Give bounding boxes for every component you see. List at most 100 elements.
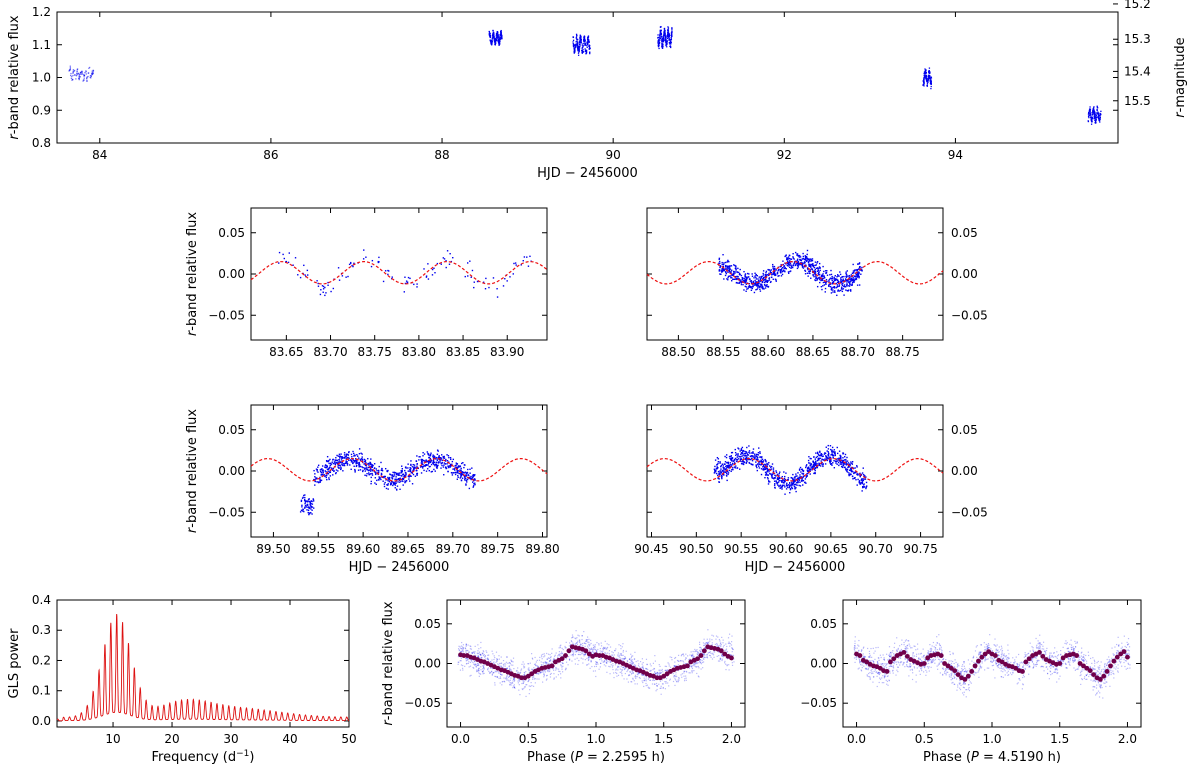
night4-point xyxy=(813,472,815,475)
full-point xyxy=(78,78,80,81)
night3-point xyxy=(424,464,427,466)
night2-point xyxy=(768,269,771,271)
full-point xyxy=(926,81,929,83)
full-point xyxy=(73,70,75,72)
night2-point xyxy=(836,276,838,278)
night2-point xyxy=(768,279,771,281)
phase1-cloud-point xyxy=(460,645,463,647)
night1-point xyxy=(476,280,479,283)
full-point xyxy=(1100,113,1102,115)
full-point xyxy=(81,71,83,73)
night4-point xyxy=(758,465,760,467)
full-point xyxy=(588,48,591,50)
night4-point xyxy=(765,464,767,466)
night3-point xyxy=(329,466,331,468)
phase1-cloud-point xyxy=(537,666,539,668)
night2-point xyxy=(751,273,753,275)
night4-point xyxy=(841,459,843,461)
night2-point xyxy=(764,281,766,284)
night2-point xyxy=(775,269,777,271)
full-point xyxy=(587,38,589,40)
full-point xyxy=(577,47,579,49)
night4-point xyxy=(748,451,750,454)
phase1-cloud-point xyxy=(689,665,691,667)
night2-point xyxy=(769,281,772,284)
night2-point xyxy=(765,272,767,274)
night4-point xyxy=(805,482,807,484)
full-point xyxy=(658,39,660,41)
full-point xyxy=(660,31,662,34)
night4-point xyxy=(845,470,848,472)
phase1-cloud-point xyxy=(567,655,570,658)
phase1-ytick-label: 0.00 xyxy=(414,657,441,671)
full-point xyxy=(660,34,663,36)
night4-point xyxy=(805,476,807,478)
night4-point xyxy=(755,458,758,460)
phase1-cloud-point xyxy=(698,667,700,669)
night3-point xyxy=(388,478,391,481)
night2-point xyxy=(838,290,841,292)
night4-point xyxy=(778,477,781,480)
night2-point xyxy=(774,267,776,270)
phase1-cloud-point xyxy=(543,673,545,675)
phase1-cloud-point xyxy=(618,666,620,668)
night2-points xyxy=(718,249,863,297)
night2-point xyxy=(850,279,853,281)
night2-point xyxy=(851,281,854,284)
phase1-cloud-point xyxy=(731,662,733,664)
night2-point xyxy=(825,278,828,281)
full-point xyxy=(91,70,93,72)
night4-point xyxy=(749,458,752,461)
night3-point xyxy=(365,465,368,467)
phase1-cloud-point xyxy=(604,640,606,642)
phase1-cloud-point xyxy=(600,645,603,647)
night4-point xyxy=(826,459,829,462)
full-point xyxy=(86,78,88,80)
phase1-cloud-point xyxy=(659,672,661,674)
phase1-cloud-point xyxy=(542,681,544,683)
night2-point xyxy=(758,276,760,278)
phase1-cloud-point xyxy=(635,677,637,679)
night2-point xyxy=(803,261,806,264)
night3-point xyxy=(364,459,367,461)
night2-point xyxy=(721,263,723,266)
night2-point xyxy=(841,286,843,288)
full-point xyxy=(1097,111,1099,113)
full-point xyxy=(670,33,673,35)
night3-point xyxy=(368,473,371,476)
night2-point xyxy=(825,272,827,274)
phase1-cloud-point xyxy=(702,657,704,659)
phase1-ylabel: r-band relative flux xyxy=(381,601,396,725)
night3-point xyxy=(427,462,430,464)
night2-point xyxy=(856,269,858,272)
night2-point xyxy=(843,285,845,288)
phase1-cloud-point xyxy=(631,660,633,662)
phase1-cloud-point xyxy=(728,642,731,644)
night4-point xyxy=(831,464,833,466)
night2-point xyxy=(758,280,760,282)
full-point xyxy=(87,72,89,74)
phase1-cloud-point xyxy=(483,672,485,675)
full-point xyxy=(495,37,497,40)
full-point xyxy=(1095,121,1097,123)
night2-point xyxy=(842,279,844,282)
phase1-cloud-point xyxy=(711,644,713,646)
night2-point xyxy=(846,289,849,292)
phase1-cloud-point xyxy=(661,668,663,671)
night3-point xyxy=(388,478,391,480)
phase1-cloud-point xyxy=(645,685,647,687)
night4-point xyxy=(774,474,776,477)
night3-point xyxy=(327,470,329,472)
night3-point xyxy=(448,466,450,469)
night4-point xyxy=(767,478,769,480)
night2-point xyxy=(806,267,809,269)
night2-point xyxy=(801,264,804,267)
full-point xyxy=(578,51,580,53)
night3-point xyxy=(301,510,304,512)
night2-point xyxy=(855,275,857,278)
night3-point xyxy=(380,461,382,464)
night2-point xyxy=(753,291,756,294)
night3-point xyxy=(364,468,366,470)
full-point xyxy=(923,80,925,83)
night2-point xyxy=(749,285,752,288)
